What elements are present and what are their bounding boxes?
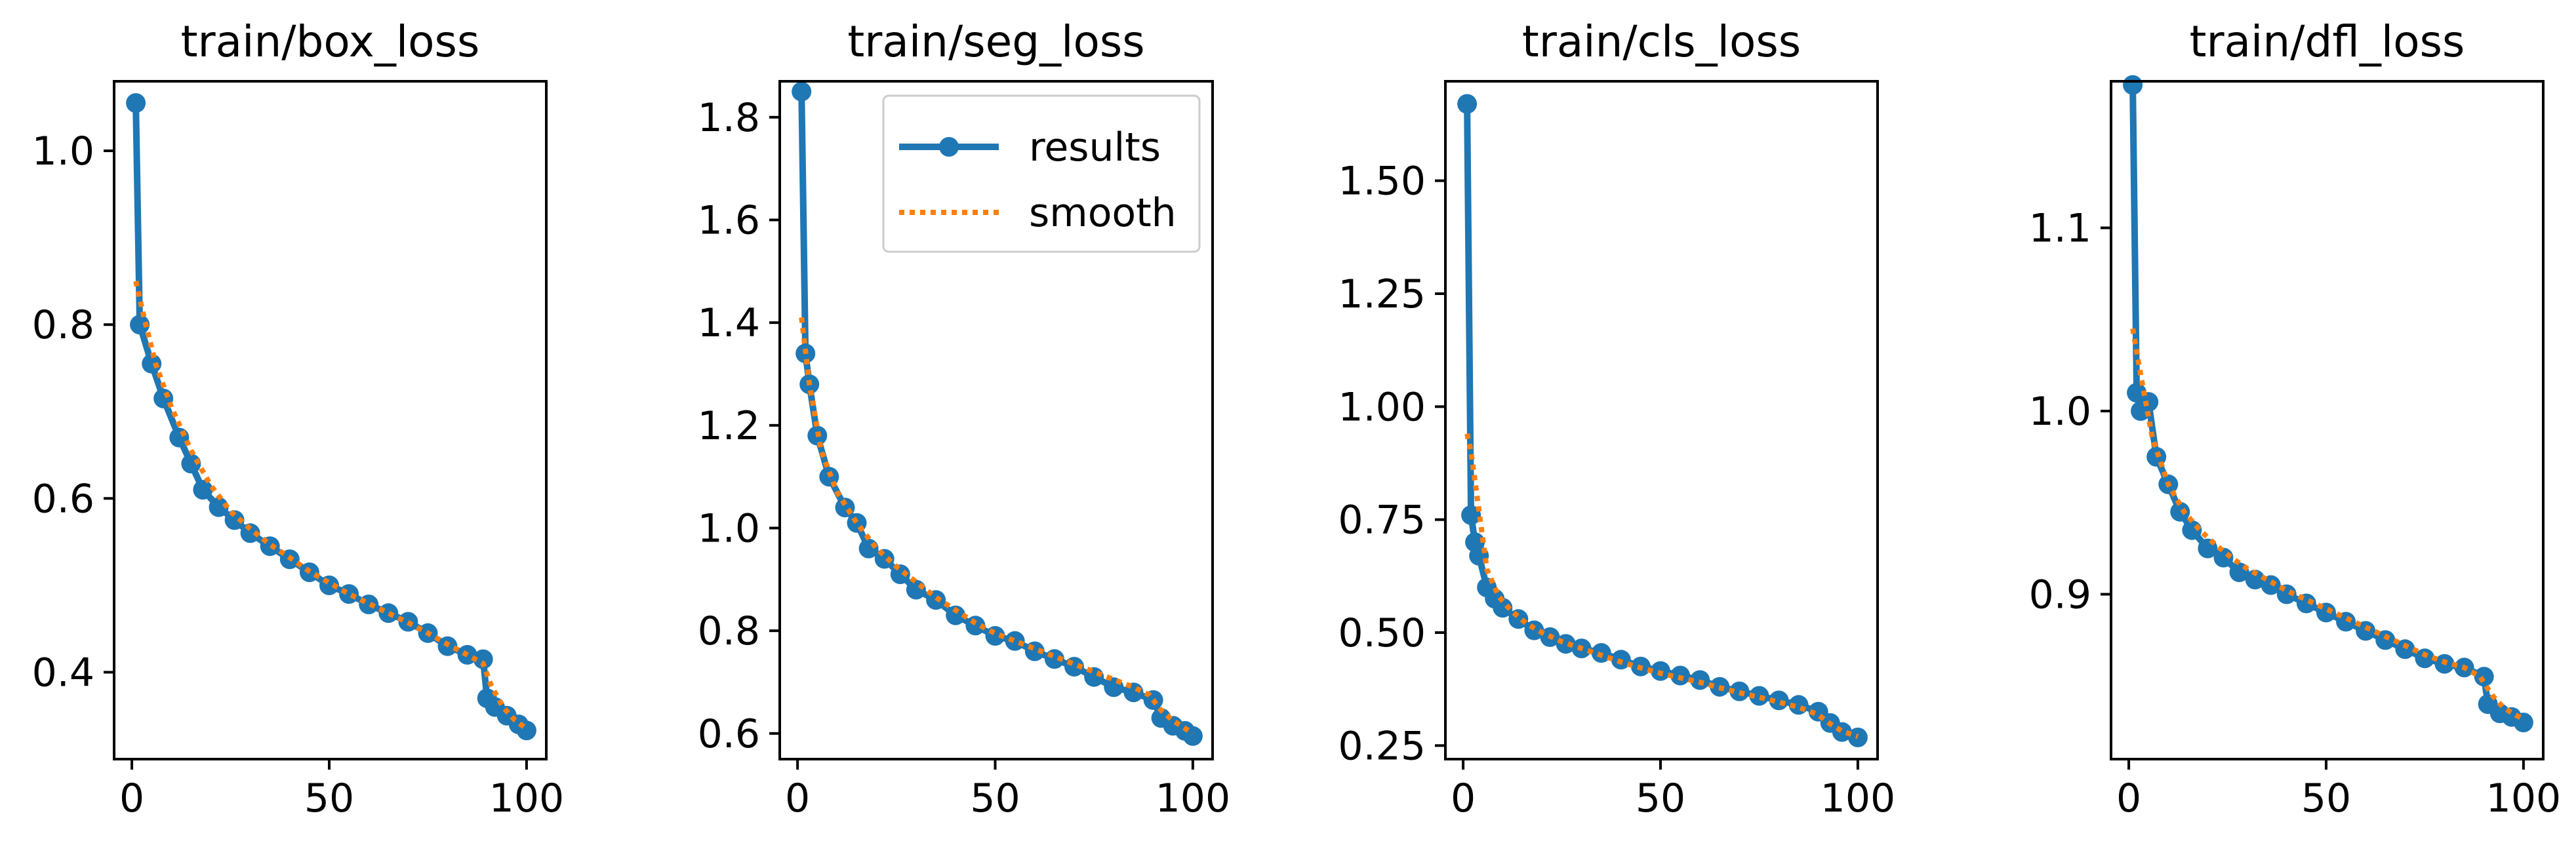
results-point: [126, 93, 146, 113]
results-point: [2182, 520, 2202, 540]
y-tick-label: 1.00: [1338, 384, 1426, 430]
x-tick-label: 50: [970, 776, 1020, 821]
results-point: [473, 649, 493, 669]
results-point: [130, 315, 150, 335]
x-tick-label: 100: [489, 776, 565, 821]
x-tick-label: 0: [119, 776, 144, 821]
y-tick-label: 1.8: [698, 95, 760, 141]
y-tick-label: 1.6: [698, 198, 760, 244]
y-tick-label: 1.2: [698, 403, 760, 449]
y-tick-label: 0.75: [1338, 498, 1426, 543]
results-point: [224, 510, 245, 530]
results-point: [2474, 667, 2494, 687]
subplot-4: train/dfl_loss 0 50 100 0.9 1.0 1.1: [2029, 16, 2562, 821]
legend-smooth-label: smooth: [1029, 190, 1177, 236]
y-tick-label: 1.50: [1338, 159, 1426, 205]
results-point: [2415, 648, 2435, 669]
chart-title: train/seg_loss: [847, 16, 1144, 67]
results-point: [378, 603, 399, 623]
results-point: [1457, 94, 1478, 114]
results-point: [2375, 630, 2396, 650]
results-point: [1461, 505, 1481, 525]
y-tick-label: 1.0: [2029, 389, 2091, 435]
results-point: [2261, 575, 2281, 595]
y-tick-label: 0.6: [32, 476, 94, 522]
x-tick-label: 0: [2116, 776, 2141, 821]
results-point: [1524, 620, 1544, 640]
y-tick-label: 1.0: [698, 506, 760, 552]
results-point: [792, 81, 812, 102]
results-point: [142, 353, 162, 374]
results-point: [906, 580, 926, 600]
legend-results-label: results: [1029, 125, 1161, 170]
chart-title: train/box_loss: [181, 16, 480, 67]
results-point: [965, 616, 986, 636]
results-point: [181, 454, 201, 474]
legend-results-marker: [939, 137, 959, 157]
results-point: [1508, 609, 1529, 629]
results-point: [946, 605, 966, 625]
results-point: [2213, 547, 2234, 568]
x-tick-label: 0: [1451, 776, 1476, 821]
y-tick-label: 1.25: [1338, 271, 1426, 317]
x-tick-label: 100: [2486, 776, 2562, 821]
results-point: [1493, 598, 1513, 618]
results-point: [2245, 570, 2265, 590]
smooth-line: [1464, 433, 1859, 739]
results-point: [193, 480, 213, 500]
y-tick-label: 1.0: [32, 128, 94, 174]
results-point: [890, 564, 910, 584]
x-tick-label: 50: [2301, 776, 2351, 821]
subplot-1: train/box_loss 0 50 100 0.4 0.6 0.8 1.0: [32, 16, 565, 821]
x-tick-label: 0: [785, 776, 810, 821]
legend: results smooth: [882, 94, 1201, 253]
y-tick-label: 0.4: [32, 650, 94, 696]
chart-title: train/cls_loss: [1522, 16, 1801, 67]
results-point: [339, 584, 359, 604]
y-tick-label: 0.50: [1338, 610, 1426, 656]
results-point: [1182, 726, 1203, 746]
results-point: [2123, 75, 2143, 95]
y-tick-label: 1.4: [698, 300, 760, 346]
subplot-2: train/seg_loss 0 50 100 0.6 0.8 1.0 1.2 1.4 1.6 1.…: [698, 16, 1231, 821]
smooth-line: [2130, 328, 2525, 722]
results-point: [240, 523, 260, 543]
y-tick-label: 0.6: [698, 711, 760, 757]
results-point: [1729, 681, 1750, 701]
results-point: [2356, 621, 2376, 641]
chart-title: train/dfl_loss: [2190, 16, 2465, 67]
results-point: [209, 497, 229, 517]
results-point: [1005, 631, 1025, 651]
results-point: [2395, 639, 2415, 659]
smooth-line: [133, 281, 529, 731]
results-point: [2170, 501, 2190, 522]
x-tick-label: 100: [1156, 776, 1231, 821]
y-tick-label: 0.25: [1338, 723, 1426, 769]
subplot-3: train/cls_loss 0 50 100 0.25 0.50 0.75 1.00 1.25…: [1338, 16, 1895, 821]
x-tick-label: 100: [1821, 776, 1896, 821]
results-point: [2139, 392, 2159, 412]
y-tick-label: 1.1: [2029, 206, 2091, 252]
y-tick-label: 0.8: [32, 302, 94, 348]
y-tick-label: 0.9: [2029, 572, 2091, 618]
results-point: [1832, 722, 1852, 742]
x-tick-label: 50: [1636, 776, 1685, 821]
x-tick-label: 50: [304, 776, 354, 821]
y-tick-label: 0.8: [698, 608, 760, 654]
results-point: [1847, 727, 1868, 747]
